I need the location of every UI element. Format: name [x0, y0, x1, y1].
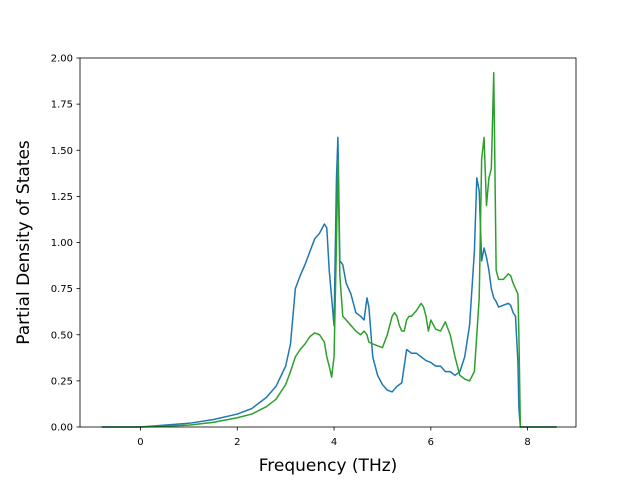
x-axis-ticks: 0 2 4 6 8 [137, 427, 531, 448]
y-tick-label: 0.75 [51, 284, 73, 295]
series-line-1 [101, 136, 557, 428]
y-tick-label: 0.25 [51, 376, 73, 387]
x-tick-label: 0 [137, 437, 143, 448]
y-tick-label: 0.50 [51, 330, 73, 341]
y-tick-label: 1.50 [51, 146, 73, 157]
x-tick-label: 6 [428, 437, 434, 448]
y-axis-label: Partial Density of States [14, 140, 34, 345]
y-tick-label: 2.00 [51, 54, 73, 65]
y-tick-label: 0.00 [51, 423, 73, 434]
x-tick-label: 8 [524, 437, 530, 448]
series-layer [101, 72, 557, 428]
y-axis-ticks: 0.00 0.25 0.50 0.75 1.00 1.25 1.50 1.75 2.00 [51, 54, 80, 434]
series-line-2 [101, 72, 557, 428]
y-tick-label: 1.25 [51, 192, 73, 203]
y-tick-label: 1.00 [51, 238, 73, 249]
y-tick-label: 1.75 [51, 100, 73, 111]
x-tick-label: 2 [234, 437, 240, 448]
x-tick-label: 4 [331, 437, 337, 448]
x-axis-label: Frequency (THz) [259, 456, 398, 476]
